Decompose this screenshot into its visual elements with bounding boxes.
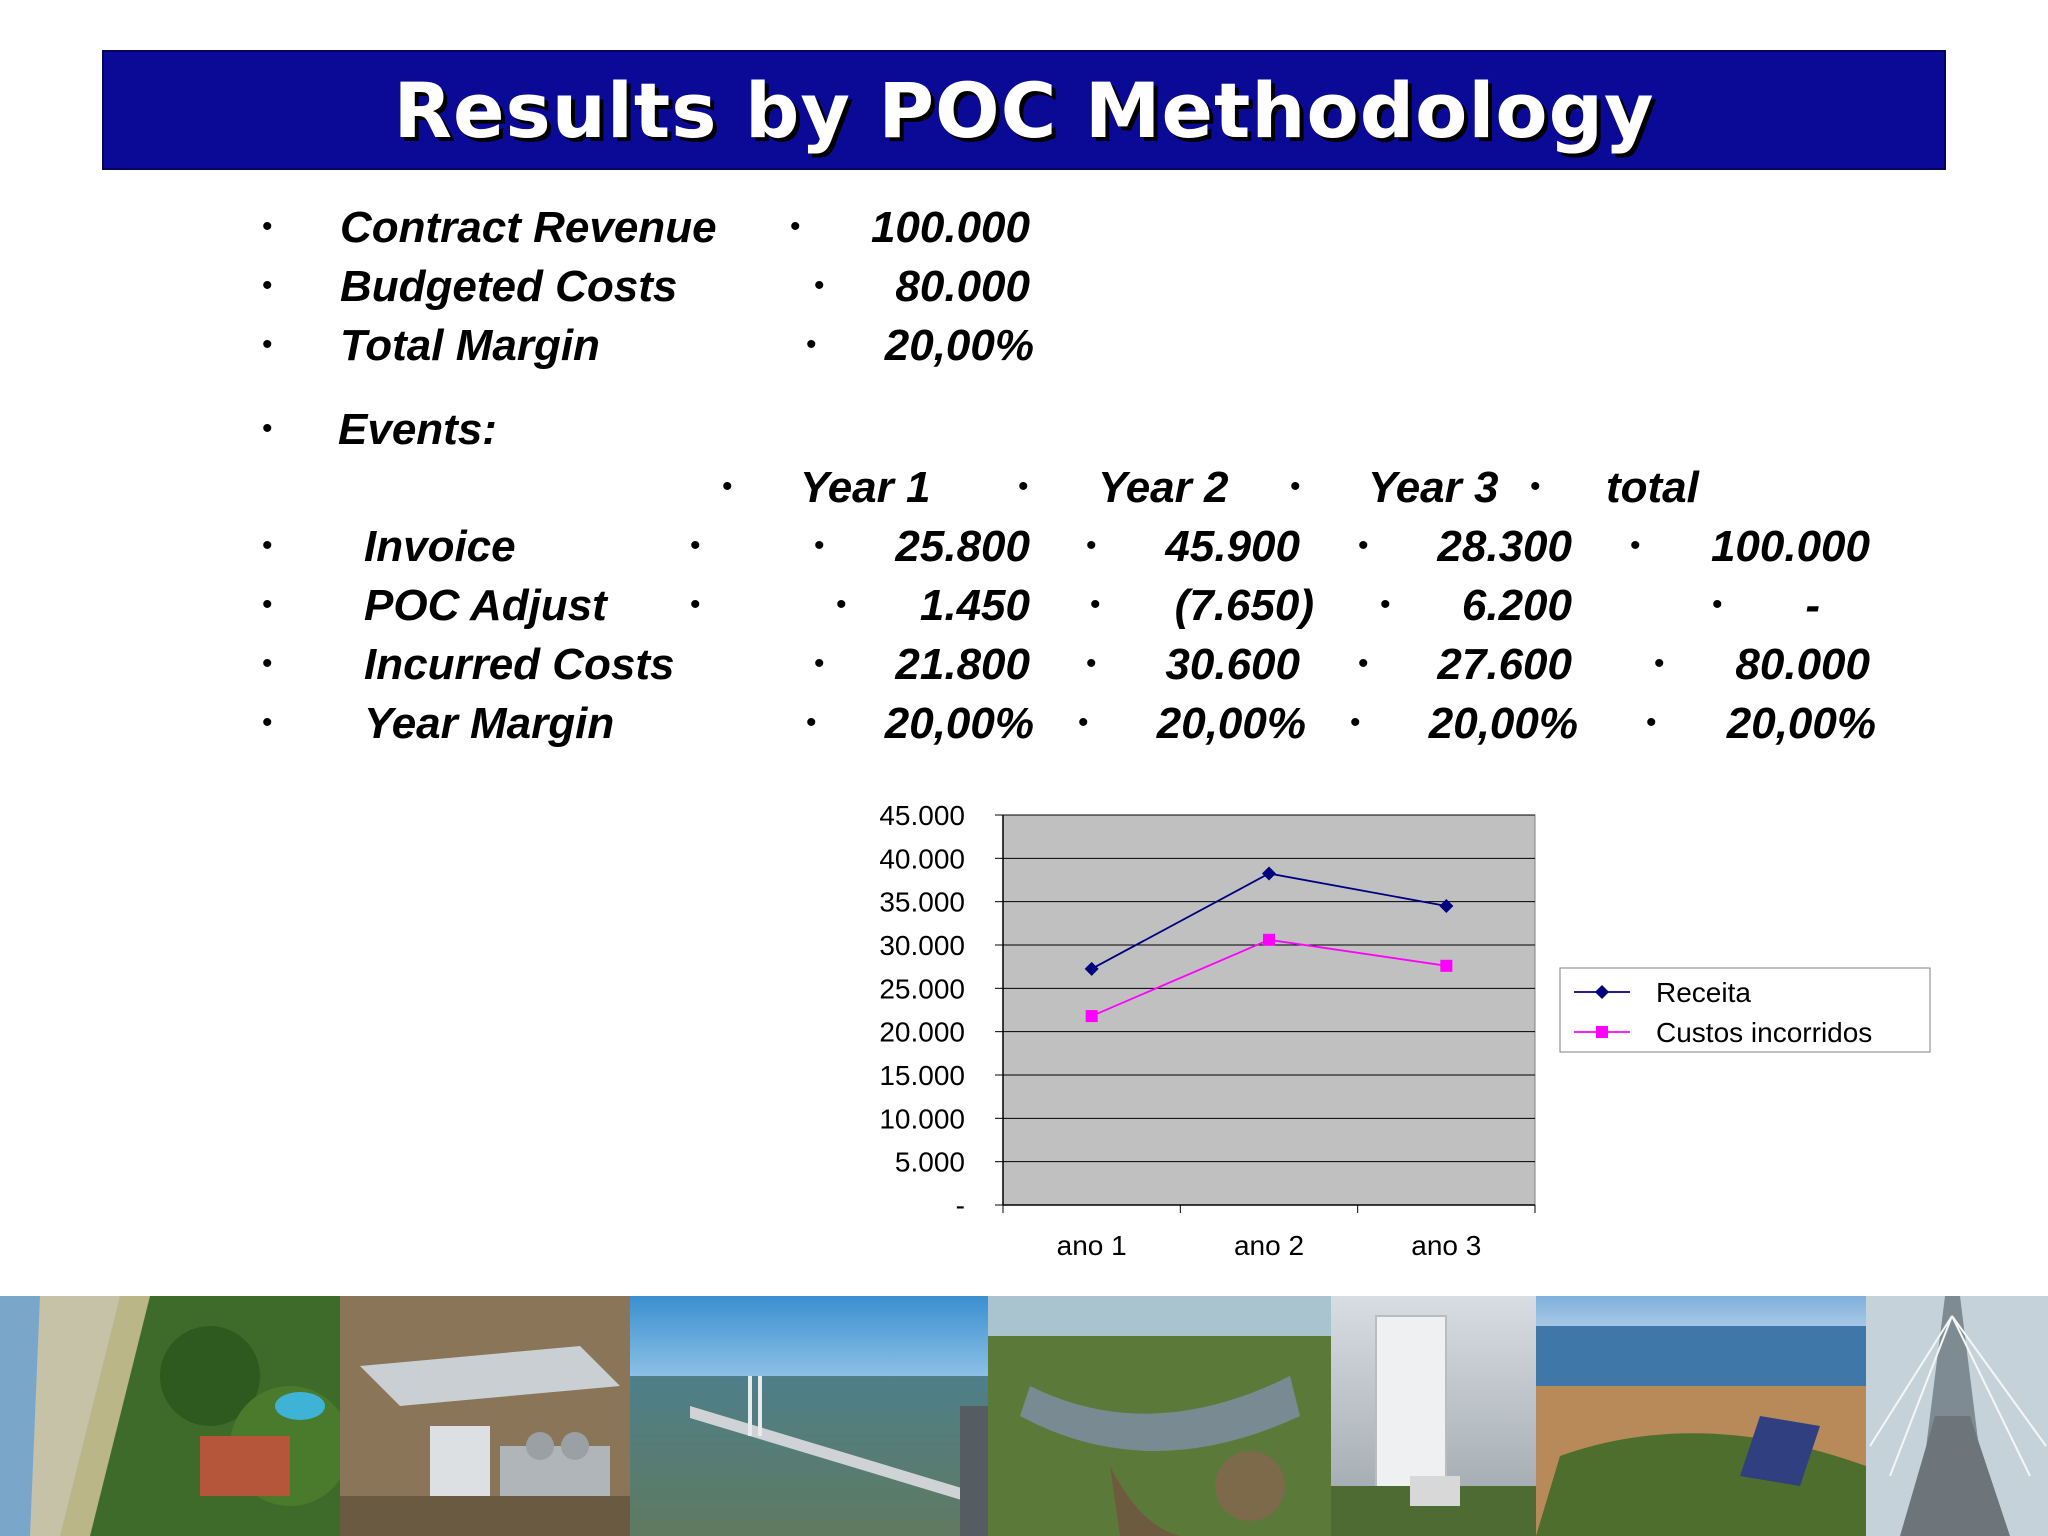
bullet: •: [262, 706, 273, 739]
bullet: •: [1380, 588, 1391, 621]
bullet: •: [1712, 588, 1723, 621]
bullet: •: [1086, 647, 1097, 680]
legend: [1559, 967, 1931, 1053]
bullet: •: [806, 328, 817, 361]
bullet: •: [814, 529, 825, 562]
bullet: •: [262, 529, 273, 562]
bullet: •: [262, 210, 273, 243]
table-cell: 25.800: [895, 522, 1030, 571]
table-cell: 20,00%: [884, 699, 1034, 748]
table-cell: 45.900: [1165, 522, 1300, 571]
row-label: Invoice: [364, 522, 516, 571]
bullet: •: [1654, 647, 1665, 680]
bullet: •: [1358, 529, 1369, 562]
y-tick-label: 5.000: [895, 1147, 965, 1178]
x-tick-label: ano 3: [1411, 1230, 1481, 1261]
row-label: POC Adjust: [364, 581, 607, 630]
table-cell: 80.000: [1735, 640, 1870, 689]
bullet: •: [690, 588, 701, 621]
bullet: •: [1646, 706, 1657, 739]
column-header: Year 3: [1368, 463, 1499, 512]
bullet: •: [262, 269, 273, 302]
y-tick-label: -: [956, 1190, 965, 1221]
table-cell: 27.600: [1437, 640, 1572, 689]
events-heading: Events:: [338, 405, 497, 454]
data-point: [1084, 961, 1099, 976]
table-cell: 6.200: [1461, 581, 1572, 630]
data-point: [1263, 933, 1275, 946]
bullet: •: [790, 210, 801, 243]
x-tick-label: ano 2: [1234, 1230, 1304, 1261]
bullet: •: [1086, 529, 1097, 562]
legend-entry: Receita: [1656, 977, 1751, 1008]
column-header: Year 1: [800, 463, 931, 512]
column-header: Year 2: [1098, 463, 1229, 512]
data-point: [1262, 866, 1276, 881]
summary-value: 20,00%: [884, 321, 1034, 370]
table-cell: 20,00%: [1428, 699, 1578, 748]
table-cell: 21.800: [895, 640, 1030, 689]
table-cell: 30.600: [1165, 640, 1300, 689]
bullet: •: [722, 470, 733, 503]
bullet: •: [814, 647, 825, 680]
legend-entry: Custos incorridos: [1656, 1017, 1872, 1048]
photo-tower: [1331, 1296, 1536, 1536]
data-point: [1439, 899, 1454, 913]
table-cell: 20,00%: [1726, 699, 1876, 748]
bullet: •: [262, 647, 273, 680]
line-chart: 45.000 40.000 35.000 30.000 25.000 20.000 15.0…: [879, 800, 1931, 1261]
legend-marker: [1596, 1026, 1608, 1038]
bullet: •: [1530, 470, 1541, 503]
x-tick-label: ano 1: [1057, 1230, 1127, 1261]
bullet: •: [1630, 529, 1641, 562]
photo-bridge: [630, 1296, 988, 1536]
photo-factory: [340, 1296, 630, 1536]
photo-dam: [988, 1296, 1331, 1536]
y-tick-label: 25.000: [879, 973, 965, 1004]
bullet: •: [1350, 706, 1361, 739]
table-cell: 1.450: [919, 581, 1030, 630]
y-tick-label: 45.000: [879, 800, 965, 831]
table-cell: 100.000: [1710, 522, 1870, 571]
table-cell: -: [1805, 581, 1820, 630]
photo-reservoir: [1536, 1296, 1866, 1536]
y-tick-label: 20.000: [879, 1017, 965, 1048]
bullet: •: [1018, 470, 1029, 503]
y-tick-label: 35.000: [879, 887, 965, 918]
summary-label: Contract Revenue: [340, 203, 717, 252]
bullet: •: [836, 588, 847, 621]
bullet: •: [1078, 706, 1089, 739]
bullet: •: [690, 529, 701, 562]
column-header: total: [1606, 463, 1699, 512]
row-label: Year Margin: [364, 699, 615, 748]
data-point: [1440, 959, 1453, 972]
legend-marker: [1595, 985, 1609, 999]
bullet: •: [814, 269, 825, 302]
bullet: •: [1290, 470, 1301, 503]
summary-value: 80.000: [895, 262, 1030, 311]
summary-label: Total Margin: [340, 321, 600, 370]
summary-label: Budgeted Costs: [340, 262, 678, 311]
table-cell: 28.300: [1437, 522, 1572, 571]
bullet: •: [806, 706, 817, 739]
row-label: Incurred Costs: [364, 640, 675, 689]
bullet: •: [1358, 647, 1369, 680]
bullet: •: [262, 328, 273, 361]
title-bar: Results by POC Methodology: [102, 50, 1946, 170]
table-cell: (7.650): [1174, 581, 1314, 630]
y-tick-label: 40.000: [879, 843, 965, 874]
photo-resort: [0, 1296, 350, 1536]
bullet: •: [262, 412, 273, 445]
y-tick-label: 15.000: [879, 1060, 965, 1091]
y-tick-label: 30.000: [879, 930, 965, 961]
bullet: •: [262, 588, 273, 621]
bullet: •: [1090, 588, 1101, 621]
photo-cable-bridge: [1866, 1296, 2048, 1536]
data-point: [1085, 1010, 1098, 1023]
summary-value: 100.000: [870, 203, 1030, 252]
photo-collage: [0, 1296, 2048, 1536]
table-cell: 20,00%: [1156, 699, 1306, 748]
slide-title: Results by POC Methodology: [393, 65, 1655, 155]
y-tick-label: 10.000: [879, 1103, 965, 1134]
